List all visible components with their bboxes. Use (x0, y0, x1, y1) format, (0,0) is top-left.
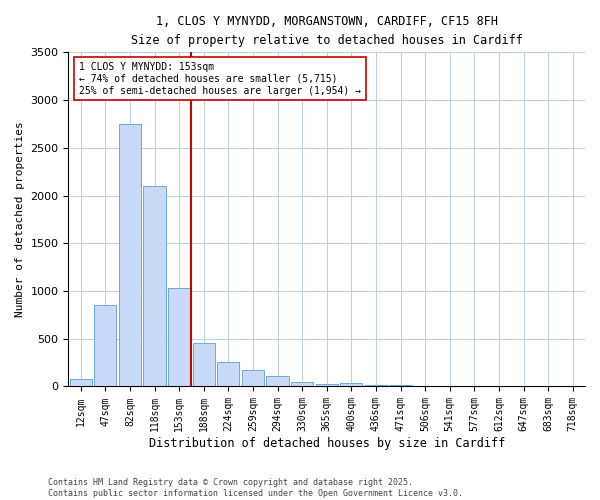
Text: 1 CLOS Y MYNYDD: 153sqm
← 74% of detached houses are smaller (5,715)
25% of semi: 1 CLOS Y MYNYDD: 153sqm ← 74% of detache… (79, 62, 361, 96)
Bar (193, 342, 215, 386)
Bar (70, 379, 92, 386)
Bar (168, 288, 190, 386)
Bar (143, 186, 166, 386)
Bar (291, 382, 313, 386)
Title: 1, CLOS Y MYNYDD, MORGANSTOWN, CARDIFF, CF15 8FH
Size of property relative to de: 1, CLOS Y MYNYDD, MORGANSTOWN, CARDIFF, … (131, 15, 523, 47)
Y-axis label: Number of detached properties: Number of detached properties (15, 122, 25, 318)
Text: Contains HM Land Registry data © Crown copyright and database right 2025.
Contai: Contains HM Land Registry data © Crown c… (48, 478, 463, 498)
Bar (340, 382, 362, 386)
Bar (242, 370, 264, 386)
X-axis label: Distribution of detached houses by size in Cardiff: Distribution of detached houses by size … (149, 437, 505, 450)
Bar (217, 362, 239, 386)
Bar (94, 306, 116, 386)
Bar (365, 385, 387, 386)
Bar (316, 384, 338, 386)
Bar (266, 376, 289, 386)
Bar (119, 124, 141, 386)
